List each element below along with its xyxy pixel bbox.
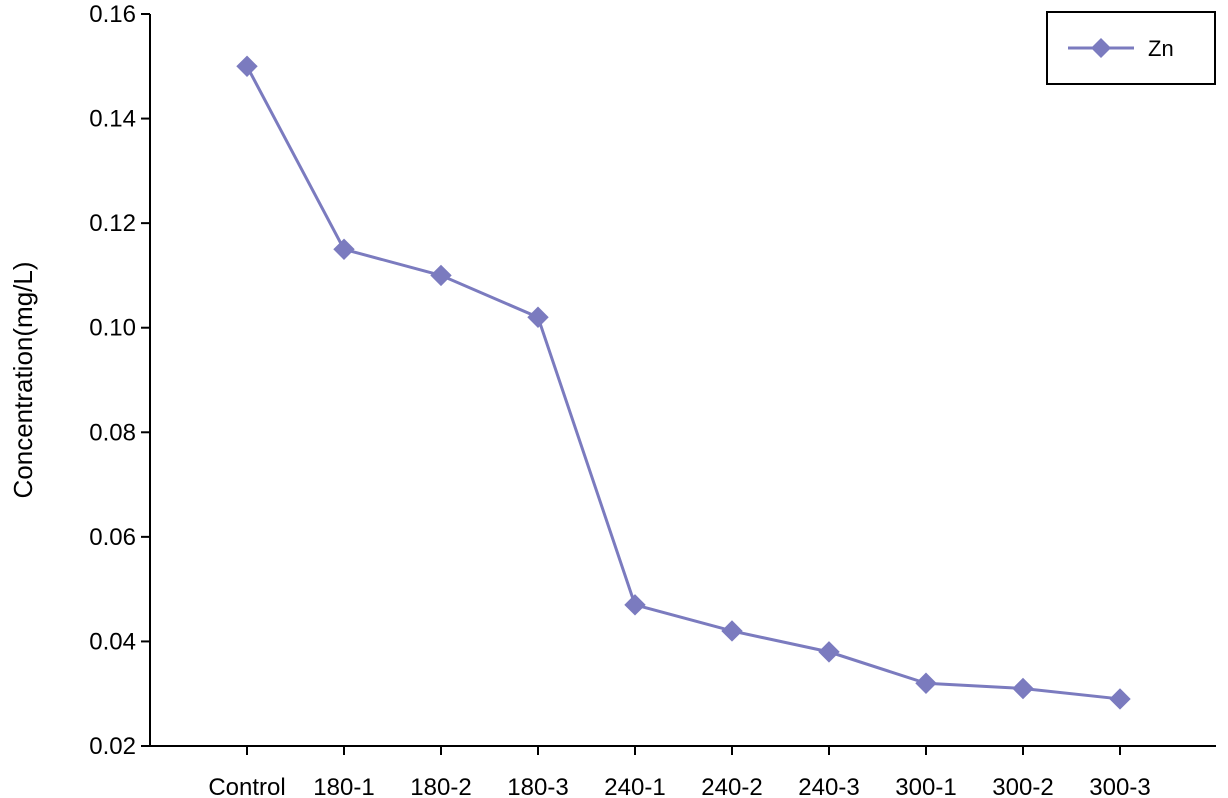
x-axis-ticks: Control 180-1 180-2 180-3 240-1 240-2 240-3 300… (208, 746, 1151, 798)
y-tick-label: 0.12 (89, 210, 136, 237)
y-tick-label: 0.14 (89, 106, 136, 133)
x-tick-label: 300-3 (1089, 774, 1150, 798)
x-tick-label: 240-2 (701, 774, 762, 798)
axes (149, 14, 1216, 747)
y-tick-label: 0.10 (89, 315, 136, 342)
data-point (818, 641, 840, 663)
data-point (915, 672, 937, 694)
data-point (721, 620, 743, 642)
y-tick-label: 0.04 (89, 628, 136, 655)
x-tick-label: 300-1 (895, 774, 956, 798)
data-point (236, 55, 258, 77)
series-group (236, 55, 1131, 710)
y-tick-label: 0.02 (89, 733, 136, 760)
data-point (1109, 688, 1131, 710)
series-line (245, 65, 1121, 701)
x-tick-label: 180-1 (313, 774, 374, 798)
y-tick-label: 0.06 (89, 524, 136, 551)
data-point (1012, 677, 1034, 700)
data-point (333, 238, 355, 260)
x-tick-label: 180-2 (410, 774, 471, 798)
x-tick-label: 240-1 (604, 774, 665, 798)
x-tick-label: 180-3 (507, 774, 568, 798)
x-tick-label: 300-2 (992, 774, 1053, 798)
data-point (527, 306, 549, 328)
legend: Zn (1046, 11, 1216, 85)
y-axis-title: Concentration(mg/L) (8, 262, 38, 499)
legend-label: Zn (1148, 36, 1174, 61)
x-tick-label: 240-3 (798, 774, 859, 798)
y-tick-label: 0.16 (89, 1, 136, 28)
y-tick-label: 0.08 (89, 419, 136, 446)
x-tick-label: Control (208, 774, 285, 798)
legend-marker-diamond (1091, 38, 1111, 58)
y-axis-ticks: 0.02 0.04 0.06 0.08 0.10 0.12 0.14 0.16 (89, 1, 150, 760)
data-point (624, 594, 646, 616)
data-point (430, 264, 452, 287)
